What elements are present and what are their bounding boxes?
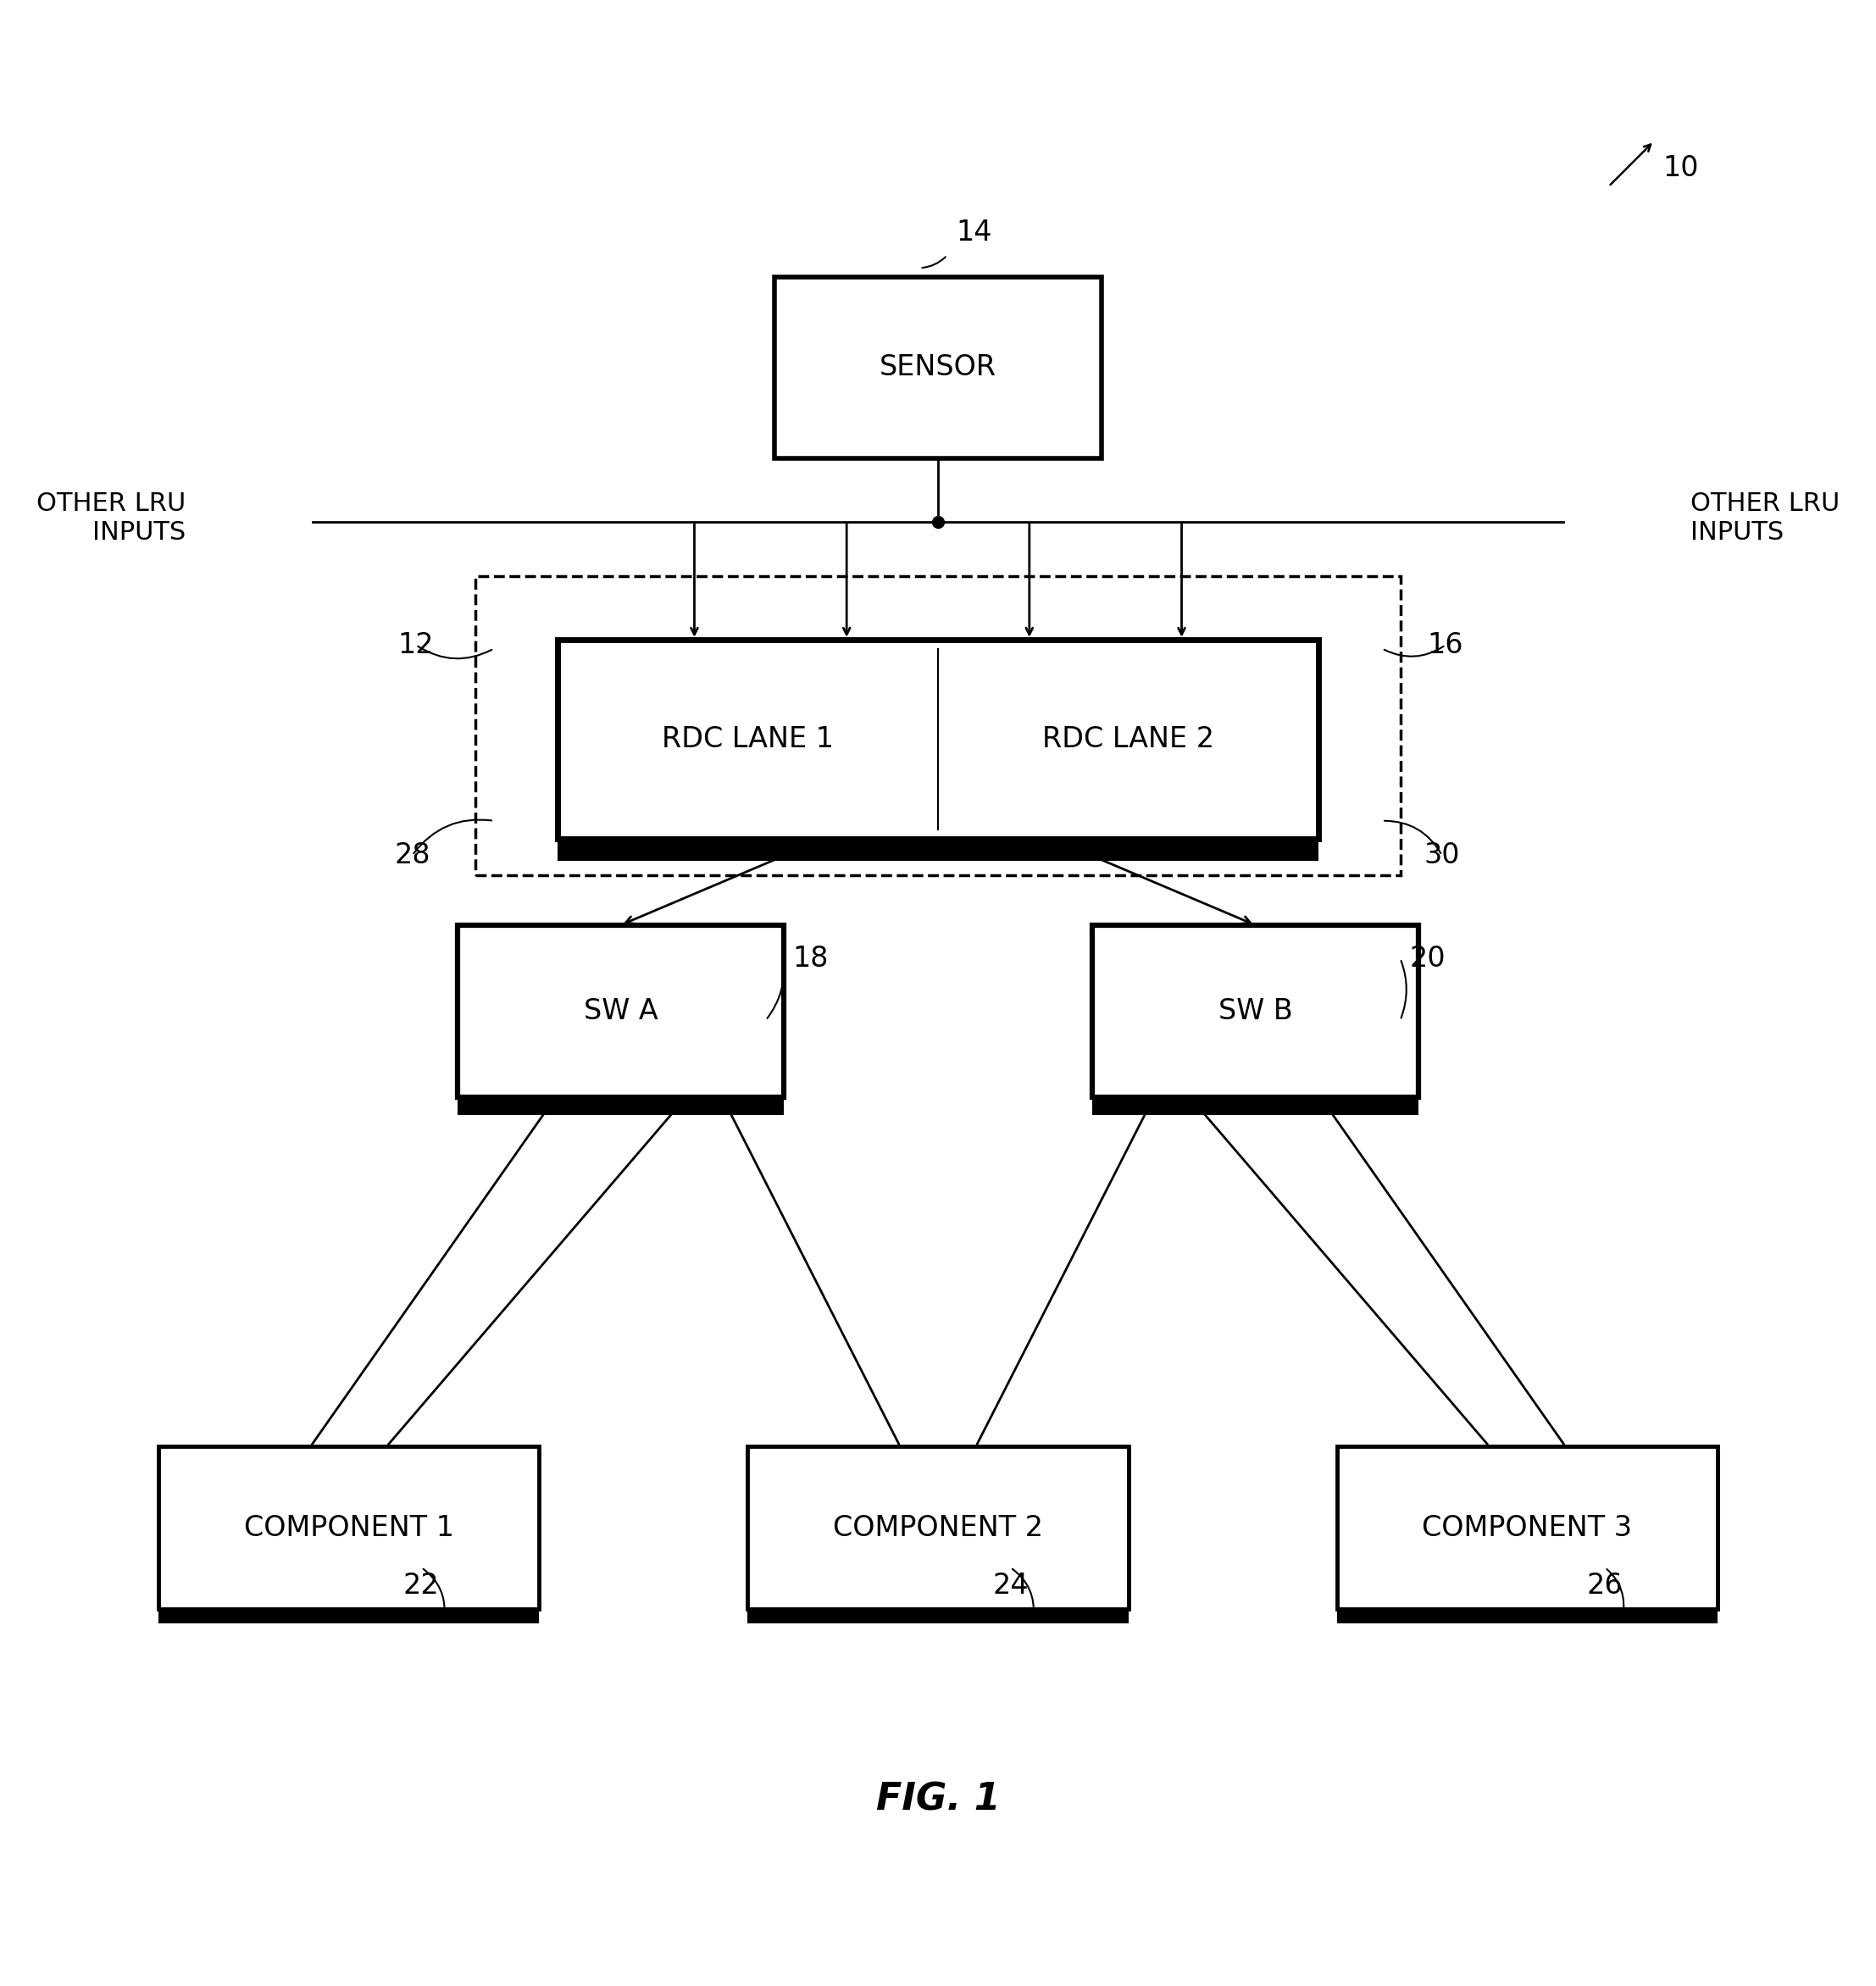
Bar (1338, 1609, 1717, 1625)
Text: OTHER LRU
INPUTS: OTHER LRU INPUTS (1690, 493, 1840, 544)
Text: RDC LANE 1: RDC LANE 1 (662, 725, 833, 753)
Bar (159, 1609, 538, 1625)
Bar (1092, 925, 1418, 1096)
Text: FIG. 1: FIG. 1 (876, 1781, 1000, 1817)
Text: COMPONENT 1: COMPONENT 1 (244, 1513, 454, 1541)
Bar (458, 925, 784, 1096)
Text: 24: 24 (992, 1571, 1028, 1599)
Text: 20: 20 (1409, 945, 1445, 973)
Bar (1092, 1096, 1418, 1116)
Text: 12: 12 (398, 632, 433, 659)
Text: COMPONENT 3: COMPONENT 3 (1422, 1513, 1632, 1541)
Text: RDC LANE 2: RDC LANE 2 (1043, 725, 1214, 753)
Text: 30: 30 (1424, 842, 1460, 870)
Bar (557, 639, 1319, 838)
Bar (477, 576, 1399, 876)
Bar (775, 276, 1101, 459)
Text: COMPONENT 2: COMPONENT 2 (833, 1513, 1043, 1541)
Bar (159, 1446, 538, 1609)
Text: 10: 10 (1664, 155, 1700, 183)
Bar (1338, 1446, 1717, 1609)
Text: 16: 16 (1428, 632, 1463, 659)
Text: 18: 18 (794, 945, 829, 973)
Text: 26: 26 (1587, 1571, 1623, 1599)
Bar (749, 1446, 1127, 1609)
Text: SW A: SW A (583, 997, 658, 1025)
Text: SENSOR: SENSOR (880, 354, 996, 381)
Bar (458, 1096, 784, 1116)
Text: 22: 22 (403, 1571, 439, 1599)
Bar (749, 1609, 1127, 1625)
Bar (557, 838, 1319, 860)
Text: OTHER LRU
INPUTS: OTHER LRU INPUTS (36, 493, 186, 544)
Text: SW B: SW B (1218, 997, 1293, 1025)
Text: 14: 14 (957, 218, 992, 246)
Text: 28: 28 (394, 842, 430, 870)
